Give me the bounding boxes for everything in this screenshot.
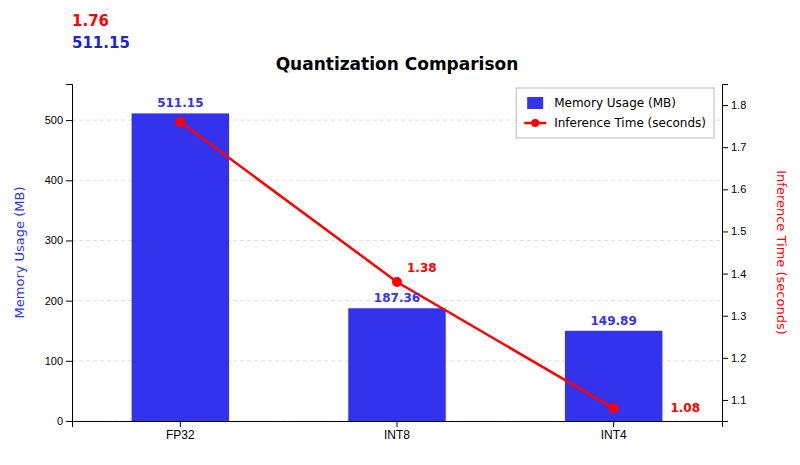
y2-tick-mark [722,231,728,232]
y-tick-label: 400 [45,174,63,186]
y-tick: 100 [45,355,72,367]
y2-tick: 1.3 [722,310,746,322]
y-tick-label: 500 [45,114,63,126]
bar [348,308,446,421]
y-axis: 0 100 200 300 400 500 [45,85,73,428]
annotation: 1.76 [72,12,109,30]
y-tick-label: 200 [45,295,63,307]
bar [132,113,230,421]
y-tick: 200 [45,295,72,307]
y2-tick-label: 1.4 [731,268,746,280]
y-tick-label: 100 [45,355,63,367]
y2-tick-mark [722,105,728,106]
x-tick: FP32 [166,421,195,442]
y-tick-mark [66,120,72,121]
y-tick: 0 [57,415,72,427]
chart: FP32 INT8 INT4 0 100 200 300 400 500 1.1 1.2 1.3 1.4… [0,0,800,465]
y-tick-mark [66,180,72,181]
y2-tick: 1.8 [722,99,746,111]
y2-axis: 1.1 1.2 1.3 1.4 1.5 1.6 1.7 1.8 [722,85,746,422]
y-tick: 300 [45,234,72,246]
legend-item: Inference Time (seconds) [524,116,706,130]
legend-item: Memory Usage (MB) [527,96,676,110]
legend-swatch [527,97,543,109]
y-tick-mark [66,301,72,302]
legend: Memory Usage (MB) Inference Time (seconds… [516,88,714,138]
y-tick: 500 [45,114,72,126]
x-tick: INT4 [601,421,627,442]
y2-tick-label: 1.6 [731,183,746,195]
x-tick-label: INT4 [601,428,627,442]
data-label: 511.15 [157,96,203,110]
legend-label: Inference Time (seconds) [554,116,706,130]
y2-tick: 1.7 [722,141,746,153]
y-tick-label: 0 [57,415,63,427]
marks [132,113,663,421]
marker [609,403,619,413]
line [180,122,613,408]
plot: FP32 INT8 INT4 0 100 200 300 400 500 1.1 1.2 1.3 1.4… [45,85,747,442]
x-tick: INT8 [384,421,410,442]
x-tick-label: FP32 [166,428,195,442]
y-axis-title: Memory Usage (MB) [12,187,27,319]
y-tick-mark [66,361,72,362]
data-label: 149.89 [591,314,637,328]
y2-tick-mark [722,147,728,148]
title: Quantization Comparison [276,54,519,74]
y2-tick: 1.2 [722,352,746,364]
y-tick: 400 [45,174,72,186]
y2-tick-mark [722,316,728,317]
y2-tick-mark [722,358,728,359]
legend-label: Memory Usage (MB) [554,96,676,110]
legend-swatch [531,119,539,127]
y2-axis-title: Inference Time (seconds) [774,170,789,334]
y2-tick-label: 1.1 [731,394,746,406]
legend-box [516,88,714,138]
data-labels: 511.15 187.36 149.89 1.38 1.08 [157,96,700,415]
x-axis: FP32 INT8 INT4 [73,421,723,442]
y2-tick-mark [722,274,728,275]
data-label: 187.36 [374,291,420,305]
y2-tick-label: 1.5 [731,225,746,237]
y-tick-label: 300 [45,234,63,246]
y2-tick-label: 1.2 [731,352,746,364]
x-tick-label: INT8 [384,428,410,442]
y-tick-mark [66,240,72,241]
y2-axis-line [723,85,729,422]
data-label: 1.08 [670,401,700,415]
marker [392,277,402,287]
y-axis-line [66,85,73,422]
y2-tick-label: 1.7 [731,141,746,153]
annotation: 511.15 [72,34,130,52]
x-tick-mark [180,421,181,427]
y2-tick: 1.4 [722,268,746,280]
y2-tick-mark [722,189,728,190]
y2-tick: 1.6 [722,183,746,195]
y2-tick-label: 1.8 [731,99,746,111]
x-tick-mark [397,421,398,427]
y-tick-mark [66,421,72,422]
y2-tick-label: 1.3 [731,310,746,322]
y2-tick: 1.1 [722,394,746,406]
x-axis-line [73,422,723,428]
data-label: 1.38 [407,261,437,275]
x-tick-mark [613,421,614,427]
bar [565,331,663,421]
y2-tick-mark [722,400,728,401]
y2-tick: 1.5 [722,225,746,237]
marker [175,117,185,127]
